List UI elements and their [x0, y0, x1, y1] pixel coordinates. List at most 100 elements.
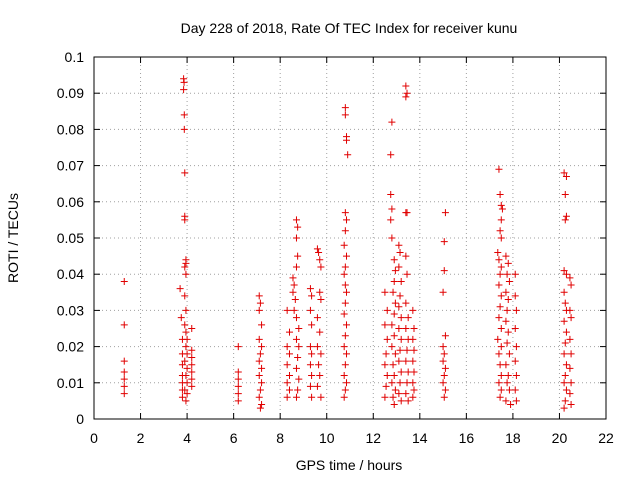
data-point: [182, 397, 190, 405]
data-point: [503, 339, 511, 347]
data-point: [503, 270, 511, 278]
data-point: [440, 393, 448, 401]
y-tick-label: 0.01: [57, 375, 84, 391]
data-point: [387, 151, 395, 159]
x-tick-label: 14: [412, 430, 428, 446]
data-point: [496, 303, 504, 311]
data-point: [383, 306, 391, 314]
data-point: [567, 379, 575, 387]
data-point: [234, 382, 242, 390]
data-point: [188, 346, 196, 354]
data-point: [308, 350, 316, 358]
data-point: [404, 397, 412, 405]
data-point: [504, 328, 512, 336]
data-point: [402, 390, 410, 398]
x-tick-label: 6: [230, 430, 238, 446]
data-point: [178, 393, 186, 401]
data-point: [341, 281, 349, 289]
data-point: [292, 335, 300, 343]
data-point: [283, 361, 291, 369]
data-point: [341, 386, 349, 394]
data-point: [343, 136, 351, 144]
data-point: [395, 390, 403, 398]
data-point: [566, 335, 574, 343]
data-point: [495, 314, 503, 322]
data-point: [343, 216, 351, 224]
data-point: [502, 252, 510, 260]
y-tick-label: 0.02: [57, 339, 84, 355]
data-point: [511, 357, 519, 365]
data-point: [295, 375, 303, 383]
data-point: [396, 379, 404, 387]
data-point: [285, 350, 293, 358]
data-point: [409, 357, 417, 365]
data-point: [404, 314, 412, 322]
data-point: [410, 386, 418, 394]
data-point: [397, 314, 405, 322]
y-tick-label: 0.07: [57, 158, 84, 174]
data-point: [390, 372, 398, 380]
data-point: [313, 314, 321, 322]
data-point: [566, 390, 574, 398]
data-point: [439, 357, 447, 365]
data-point: [495, 256, 503, 264]
data-point: [308, 292, 316, 300]
data-point: [566, 364, 574, 372]
y-tick-label: 0.1: [65, 49, 85, 65]
data-point: [402, 93, 410, 101]
data-point: [340, 310, 348, 318]
data-point: [294, 353, 302, 361]
data-point: [512, 397, 520, 405]
data-point: [560, 267, 568, 275]
data-point: [120, 321, 128, 329]
data-point: [567, 401, 575, 409]
data-point: [440, 350, 448, 358]
data-point: [255, 306, 263, 314]
data-point: [292, 393, 300, 401]
data-point: [283, 306, 291, 314]
data-point: [395, 263, 403, 271]
data-point: [340, 241, 348, 249]
data-point: [410, 368, 418, 376]
data-point: [317, 350, 325, 358]
data-point: [256, 386, 264, 394]
data-point: [562, 172, 570, 180]
data-point: [502, 361, 510, 369]
data-point: [566, 306, 574, 314]
data-point: [313, 343, 321, 351]
data-point: [497, 201, 505, 209]
data-point: [188, 375, 196, 383]
data-point: [308, 393, 316, 401]
data-point: [395, 325, 403, 332]
data-point: [188, 368, 196, 376]
data-point: [295, 343, 303, 351]
data-point: [255, 393, 263, 401]
data-point: [341, 209, 349, 217]
data-point: [341, 361, 349, 369]
data-point: [561, 372, 569, 380]
data-point: [389, 393, 397, 401]
data-point: [381, 288, 389, 296]
grid: [94, 57, 606, 419]
data-point: [441, 332, 449, 340]
data-point: [306, 285, 314, 293]
data-point: [504, 372, 512, 380]
data-point: [495, 165, 503, 173]
data-point: [387, 216, 395, 224]
y-tick-label: 0.05: [57, 230, 84, 246]
data-point: [560, 317, 568, 325]
data-point: [120, 357, 128, 365]
data-point: [402, 252, 410, 260]
data-point: [512, 306, 520, 314]
data-point: [290, 281, 298, 289]
data-point: [497, 234, 505, 242]
data-point: [496, 393, 504, 401]
data-point: [567, 314, 575, 322]
data-point: [495, 379, 503, 387]
chart-title: Day 228 of 2018, Rate Of TEC Index for r…: [181, 20, 518, 36]
data-point: [283, 393, 291, 401]
data-point: [497, 386, 505, 394]
data-point: [182, 306, 190, 314]
data-point: [504, 259, 512, 267]
data-point: [497, 263, 505, 271]
